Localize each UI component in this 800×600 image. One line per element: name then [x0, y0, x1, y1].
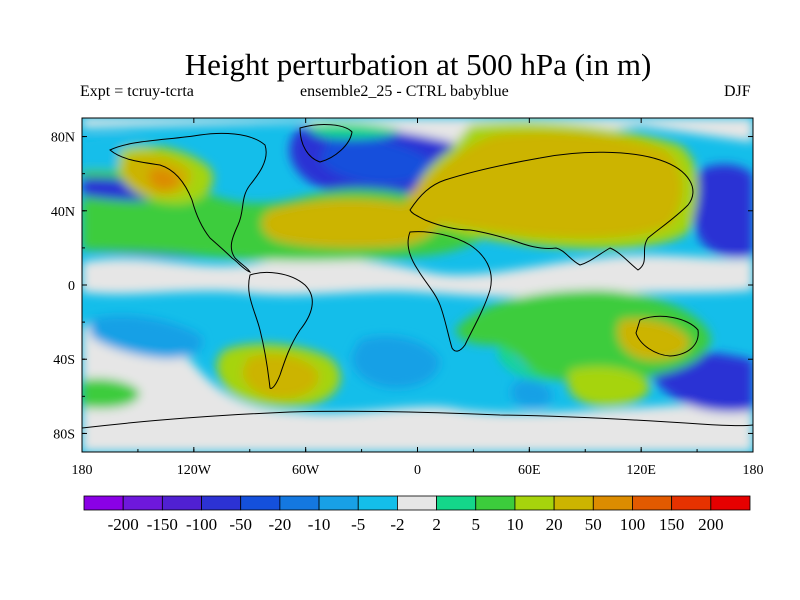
coast-north-america: [109, 132, 267, 273]
colorbar-label: -100: [186, 515, 217, 534]
coast-australia: [635, 315, 699, 357]
coast-antarctica: [82, 410, 753, 429]
coast-greenland: [299, 124, 353, 163]
lon-label: 120E: [626, 463, 656, 478]
latitude-axis: 80N 40N 0 40S 80S: [51, 131, 753, 442]
lon-label: 120W: [177, 463, 212, 478]
lat-label: 40N: [51, 205, 75, 220]
season-label: DJF: [724, 83, 751, 100]
lon-label: 180: [743, 463, 764, 478]
colorbar-label: -50: [229, 515, 252, 534]
colorbar-swatch: [632, 495, 673, 511]
longitude-axis: 180 120W 60W 0 60E 120E 180: [72, 118, 764, 478]
colorbar-label: 20: [546, 515, 563, 534]
lon-label: 0: [414, 463, 421, 478]
colorbar-swatch: [710, 495, 751, 511]
colorbar-swatch: [671, 495, 712, 511]
colorbar-swatch: [240, 495, 281, 511]
coast-africa: [407, 231, 492, 352]
colorbar-swatch: [592, 495, 633, 511]
colorbar-swatch: [201, 495, 242, 511]
colorbar-label: 200: [698, 515, 724, 534]
colorbar-swatch: [514, 495, 555, 511]
lon-label: 180: [72, 463, 93, 478]
colorbar-swatch: [436, 495, 477, 511]
coast-europe-asia: [409, 151, 694, 271]
colorbar-label: -20: [269, 515, 292, 534]
colorbar-label: -5: [351, 515, 365, 534]
lat-label: 80S: [53, 427, 75, 442]
lat-label: 80N: [51, 131, 75, 146]
colorbar-label: 100: [620, 515, 646, 534]
experiment-label: Expt = tcruy-tcrta: [80, 83, 194, 100]
colorbar-swatch: [357, 495, 398, 511]
colorbar-label: -10: [308, 515, 331, 534]
colorbar-swatch: [279, 495, 320, 511]
lat-label: 40S: [53, 353, 75, 368]
lon-label: 60W: [292, 463, 320, 478]
colorbar-label: 5: [472, 515, 481, 534]
colorbar-label: -150: [147, 515, 178, 534]
page-title: Height perturbation at 500 hPa (in m): [184, 47, 652, 82]
colorbar-swatch: [83, 495, 124, 511]
lon-label: 60E: [518, 463, 541, 478]
coastlines: [82, 124, 753, 429]
colorbar-label: 10: [506, 515, 523, 534]
coast-south-america: [248, 272, 313, 389]
colorbar-label: 150: [659, 515, 685, 534]
colorbar: -200 -150 -100 -50 -20 -10 -5 -2 2 5 10 20 50 100 150 2…: [83, 495, 751, 534]
colorbar-label: 50: [585, 515, 602, 534]
colorbar-swatch: [161, 495, 202, 511]
colorbar-swatch: [122, 495, 163, 511]
ensemble-label: ensemble2_25 - CTRL babyblue: [300, 83, 509, 100]
colorbar-swatch: [318, 495, 359, 511]
lat-label: 0: [68, 279, 75, 294]
colorbar-label: 2: [432, 515, 441, 534]
colorbar-swatch: [475, 495, 516, 511]
colorbar-label: -200: [108, 515, 139, 534]
colorbar-label: -2: [390, 515, 404, 534]
colorbar-swatch: [397, 495, 437, 511]
contour-field: [82, 118, 753, 452]
colorbar-swatch: [553, 495, 594, 511]
